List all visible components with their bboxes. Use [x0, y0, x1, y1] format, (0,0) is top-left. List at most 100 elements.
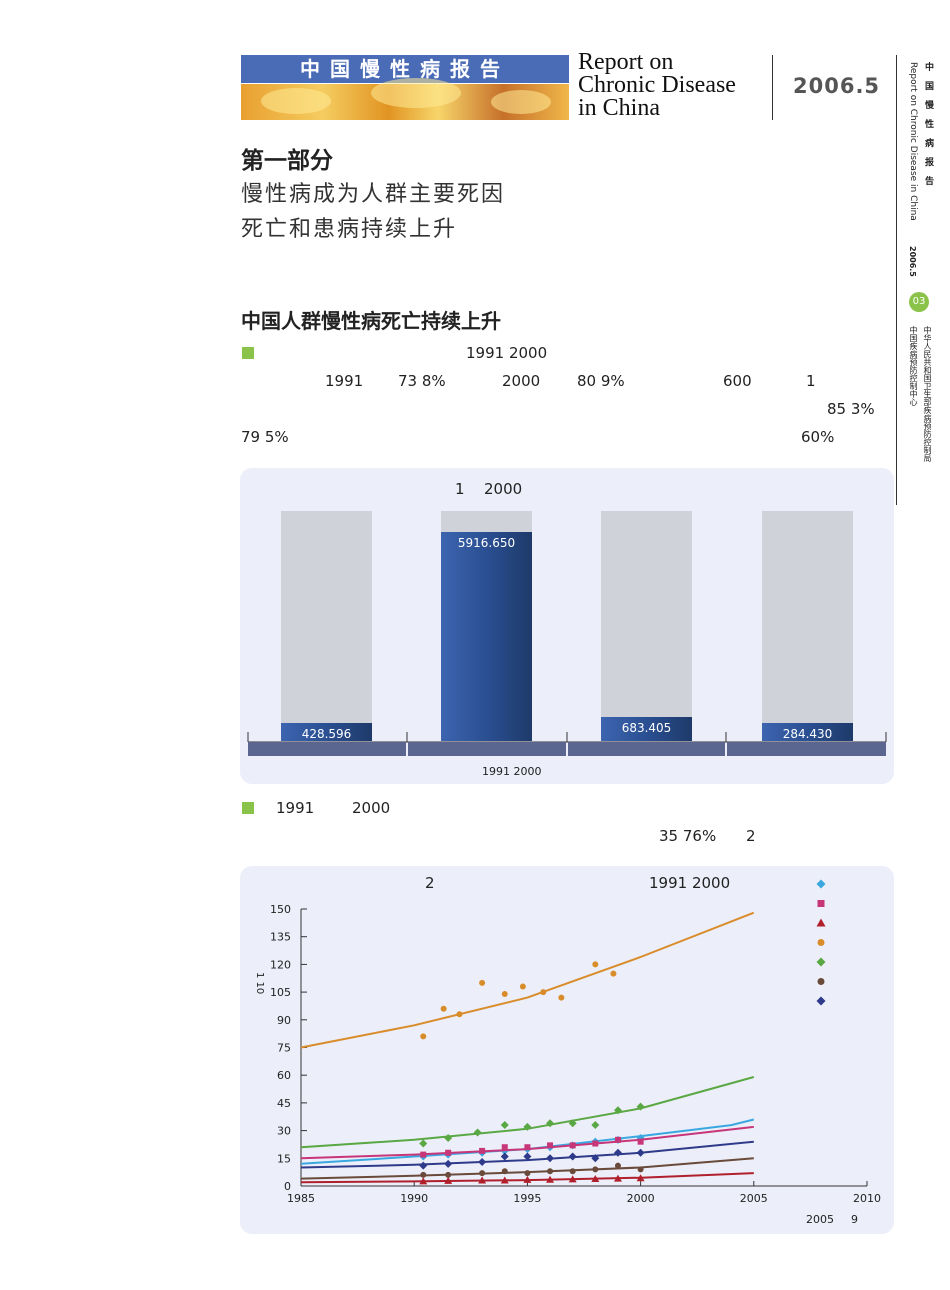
title-line-3: in China — [578, 95, 660, 121]
chart2-data-point — [479, 1170, 486, 1177]
chart2-legend-marker — [817, 939, 825, 946]
chart1-caption: 1991 2000 — [482, 765, 542, 778]
chart1-bar-background — [762, 511, 853, 741]
chart2-data-point — [591, 1174, 600, 1182]
part-subtitle-1: 慢性病成为人群主要死因 — [241, 182, 506, 207]
chart2-y-tick-label: 120 — [270, 958, 291, 971]
chart2-data-point — [445, 1171, 452, 1178]
chart1-category-cell — [568, 742, 725, 756]
chart2-trend-line — [300, 1076, 755, 1149]
header-divider — [772, 55, 773, 120]
chart2-data-point — [592, 1166, 599, 1173]
chart2-data-point — [523, 1122, 532, 1131]
chart2-data-point — [478, 1176, 487, 1184]
chart2-data-point — [500, 1176, 509, 1184]
chart2-data-point — [568, 1152, 577, 1161]
side-org-1: 中华人民共和国卫生部疾病预防控制局 — [923, 326, 932, 462]
chart2-data-point — [420, 1151, 427, 1158]
chart2-y-tick-label: 75 — [277, 1042, 291, 1055]
chart2-data-point — [419, 1177, 428, 1185]
para1-text: 73 8% — [398, 372, 446, 390]
chart2-data-point — [444, 1176, 453, 1184]
chart2-footnote: 2005 — [806, 1213, 834, 1226]
chart2-trend-line — [300, 911, 755, 1049]
part-title: 第一部分 — [241, 148, 333, 174]
part-subtitle-2: 死亡和患病持续上升 — [241, 217, 458, 242]
para1-text: 80 9% — [577, 372, 625, 390]
chart2-data-point — [479, 1147, 486, 1154]
side-date: 2006.5 — [908, 246, 917, 277]
side-divider — [896, 55, 897, 505]
chart1-bar-label: 284.430 — [782, 727, 833, 741]
chart2-data-point — [613, 1148, 622, 1157]
chart2-data-point — [478, 1157, 487, 1166]
chart1-bar: 428.596 — [281, 723, 372, 741]
para1-text: 2000 — [502, 372, 541, 390]
chart2-legend-marker — [816, 996, 826, 1006]
side-org-2: 中国疾病预防控制中心 — [909, 326, 918, 406]
chart2-x-tick-label: 1995 — [513, 1192, 541, 1205]
chart2-y-tick-label: 60 — [277, 1069, 291, 1082]
chart2-data-point — [473, 1128, 482, 1137]
chart2-ylabel: 1 10 — [254, 972, 265, 995]
chart1-category-cell — [408, 742, 566, 756]
chart2-footnote: 9 — [851, 1213, 858, 1226]
chart2-x-tick-label: 2005 — [740, 1192, 768, 1205]
chart1-bar-background — [601, 511, 692, 741]
chart2-data-point — [591, 1121, 600, 1130]
chart2-y-tick-label: 15 — [277, 1152, 291, 1165]
chart2-data-point — [519, 983, 526, 990]
chart2-data-point — [444, 1159, 453, 1168]
chart2-y-tick-label: 30 — [277, 1125, 291, 1138]
chart2-y-tick-label: 45 — [277, 1097, 291, 1110]
chart2-data-point — [547, 1168, 554, 1175]
para1-text: 79 5% — [241, 428, 289, 446]
chart1-category-cell — [727, 742, 886, 756]
chart2-data-point — [546, 1119, 555, 1128]
para1-text: 1 — [806, 372, 816, 390]
chart2-data-point — [636, 1174, 645, 1182]
chart2-data-point — [524, 1170, 531, 1177]
chart2-data-point — [420, 1171, 427, 1178]
para1-text: 1991 — [325, 372, 364, 390]
chart2-data-point — [440, 1005, 447, 1012]
chart2-data-point — [614, 1136, 621, 1143]
chart2-data-point — [501, 1144, 508, 1151]
title-line-1: Report on — [578, 49, 674, 75]
chart2-y-tick-label: 150 — [270, 903, 291, 916]
chart2-y-tick-label: 0 — [284, 1180, 291, 1193]
para2-text: 2 — [746, 827, 756, 845]
chart2-legend-marker — [816, 879, 826, 889]
chart2-data-point — [592, 961, 599, 968]
chart2-data-point — [420, 1033, 427, 1040]
chart1-title: 1 — [455, 480, 465, 498]
para2-text: 2000 — [352, 799, 391, 817]
bullet-marker — [242, 347, 254, 359]
chart2-data-point — [568, 1119, 577, 1128]
header-date: 2006.5 — [793, 74, 881, 98]
chart2-data-point — [558, 994, 565, 1001]
chart2-data-point — [419, 1139, 428, 1148]
chart2-data-point — [568, 1175, 577, 1183]
chart2-title: 1991 2000 — [649, 874, 731, 892]
chart2-title: 2 — [425, 874, 435, 892]
chart2-data-point — [591, 1154, 600, 1163]
chart1-title: 2000 — [484, 480, 523, 498]
chart2-x-tick-label: 1990 — [400, 1192, 428, 1205]
chart2-data-point — [501, 1168, 508, 1175]
chart2-data-point — [610, 970, 617, 977]
page-number-badge: 03 — [909, 292, 929, 312]
chart2-legend-marker — [817, 978, 825, 985]
chart2-data-point — [613, 1174, 622, 1182]
para1-text: 85 3% — [827, 400, 875, 418]
chart2-data-point — [444, 1133, 453, 1142]
chart1-bar: 683.405 — [601, 717, 692, 741]
para2-text: 35 76% — [659, 827, 717, 845]
chart2-data-point — [524, 1144, 531, 1151]
para1-years: 1991 2000 — [466, 344, 548, 362]
chart2-trend-line — [300, 1118, 755, 1165]
header-photo — [241, 78, 569, 120]
chart2-data-point — [636, 1148, 645, 1157]
chart2-x-tick-label: 2000 — [627, 1192, 655, 1205]
chart1-bar: 284.430 — [762, 723, 853, 741]
